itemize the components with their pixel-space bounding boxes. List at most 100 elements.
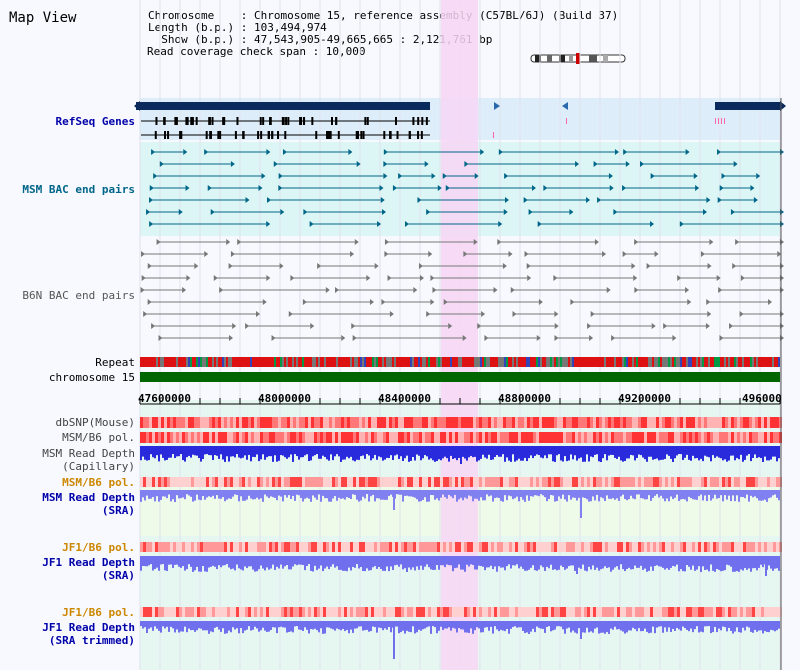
jf1-b6-pol-cell — [281, 542, 284, 552]
jf1-depth-sra-bar — [360, 556, 362, 567]
b6n-bac-pair-end — [151, 323, 156, 329]
repeat-segment — [392, 357, 394, 367]
jf1-depth-sra-bar — [610, 556, 612, 572]
chromosome-ideogram[interactable] — [529, 53, 627, 64]
dbsnp-cell — [167, 417, 170, 428]
msm-depth-capillary-bar — [778, 446, 780, 459]
b6n-bac-pair-end — [687, 299, 692, 305]
msm-b6-pol-cell — [596, 432, 599, 443]
jf1-depth-sra-bar — [460, 556, 462, 570]
msm-bac-pair-end — [614, 149, 619, 155]
jf1-depth-trimmed-bar — [178, 621, 180, 633]
repeat-segment — [646, 357, 648, 367]
dbsnp-cell — [317, 417, 320, 428]
msm-depth-sra-bar — [722, 490, 724, 502]
dbsnp-cell — [707, 417, 710, 428]
msm-depth-capillary-bar — [190, 446, 192, 458]
jf1-b6-pol2-cell — [359, 607, 362, 617]
msm-b6-pol-cell — [206, 432, 209, 443]
jf1-depth-sra-bar — [508, 556, 510, 565]
jf1-b6-pol2-cell — [464, 607, 467, 617]
jf1-b6-pol-cell — [449, 542, 452, 552]
exon — [281, 117, 284, 125]
jf1-b6-pol2-cell — [410, 607, 413, 617]
jf1-depth-trimmed-bar — [692, 621, 694, 633]
msm-depth-sra-bar — [438, 490, 440, 501]
jf1-depth-trimmed-bar — [176, 621, 178, 630]
jf1-depth-trimmed-bar — [670, 621, 672, 632]
repeat-segment — [632, 357, 634, 367]
repeat-segment — [202, 357, 204, 367]
jf1-depth-sra-bar — [690, 556, 692, 570]
b6n-bac-pair-end — [389, 311, 394, 317]
msm-b6-pol-cell — [365, 432, 368, 443]
msm-b6-pol-cell — [413, 432, 416, 443]
msm-b6-pol2-cell — [635, 477, 638, 487]
msm-depth-capillary-bar — [430, 446, 432, 459]
msm-depth-capillary-bar — [672, 446, 674, 462]
jf1-depth-trimmed-bar — [318, 621, 320, 633]
msm-depth-sra-bar — [226, 490, 228, 500]
repeat-segment — [146, 357, 148, 367]
msm-depth-sra-bar — [768, 490, 770, 499]
dbsnp-cell — [725, 417, 728, 428]
dbsnp-cell — [296, 417, 299, 428]
dbsnp-cell — [533, 417, 536, 428]
msm-b6-pol2-cell — [737, 477, 740, 487]
msm-depth-sra-bar — [740, 490, 742, 497]
jf1-b6-pol-cell — [743, 542, 746, 552]
jf1-depth-trimmed-bar — [380, 621, 382, 628]
jf1-b6-pol-cell — [260, 542, 263, 552]
msm-depth-capillary-bar — [564, 446, 566, 457]
jf1-depth-trimmed-bar — [624, 621, 626, 634]
dbsnp-cell — [377, 417, 380, 428]
dbsnp-cell — [422, 417, 425, 428]
msm-depth-capillary-bar — [554, 446, 556, 462]
msm-depth-capillary-bar — [438, 446, 440, 460]
jf1-b6-pol2-cell — [539, 607, 542, 617]
jf1-depth-trimmed-bar — [420, 621, 422, 631]
jf1-b6-pol-cell — [758, 542, 761, 552]
msm-depth-sra-bar — [542, 490, 544, 496]
jf1-depth-trimmed-bar — [304, 621, 306, 628]
msm-b6-pol2-cell — [494, 477, 497, 487]
jf1-depth-sra-bar — [370, 556, 372, 571]
msm-depth-sra-bar — [434, 490, 436, 500]
repeat-segment — [690, 357, 692, 367]
repeat-segment — [744, 357, 746, 367]
track-label-refseq[interactable]: RefSeq Genes — [55, 115, 135, 128]
msm-depth-capillary-bar — [318, 446, 320, 459]
b6n-bac-pair-end — [245, 323, 250, 329]
msm-depth-sra-bar — [496, 490, 498, 498]
jf1-b6-pol-cell — [146, 542, 149, 552]
jf1-depth-sra-bar — [180, 556, 182, 568]
msm-depth-capillary-bar — [756, 446, 758, 458]
jf1-depth-sra-bar — [706, 556, 708, 570]
msm-depth-capillary-bar — [458, 446, 460, 458]
dbsnp-cell — [155, 417, 158, 428]
b6n-bac-pair-end — [147, 263, 152, 269]
jf1-b6-pol-cell — [677, 542, 680, 552]
msm-b6-pol-cell — [734, 432, 737, 443]
msm-depth-sra-bar — [582, 490, 584, 498]
msm-depth-capillary-bar — [750, 446, 752, 462]
msm-depth-capillary-bar — [342, 446, 344, 460]
jf1-depth-trimmed-bar — [160, 621, 162, 633]
jf1-depth-trimmed-bar — [144, 621, 146, 628]
msm-b6-pol-cell — [569, 432, 572, 443]
jf1-depth-sra-bar — [224, 556, 226, 566]
msm-b6-pol2-cell — [617, 477, 620, 487]
track-label-msm-bac[interactable]: MSM BAC end pairs — [22, 183, 135, 196]
msm-b6-pol2-cell — [647, 477, 650, 487]
jf1-depth-trimmed-bar — [302, 621, 304, 632]
msm-depth-capillary-bar — [428, 446, 430, 460]
jf1-b6-pol2-cell — [227, 607, 230, 617]
msm-b6-pol-cell — [500, 432, 503, 443]
jf1-b6-pol2-cell — [254, 607, 257, 617]
track-label-b6n-bac[interactable]: B6N BAC end pairs — [22, 289, 135, 302]
msm-b6-pol2-cell — [167, 477, 170, 487]
msm-depth-sra-bar — [156, 490, 158, 497]
msm-depth-capillary-bar — [160, 446, 162, 455]
repeat-segment — [434, 357, 436, 367]
